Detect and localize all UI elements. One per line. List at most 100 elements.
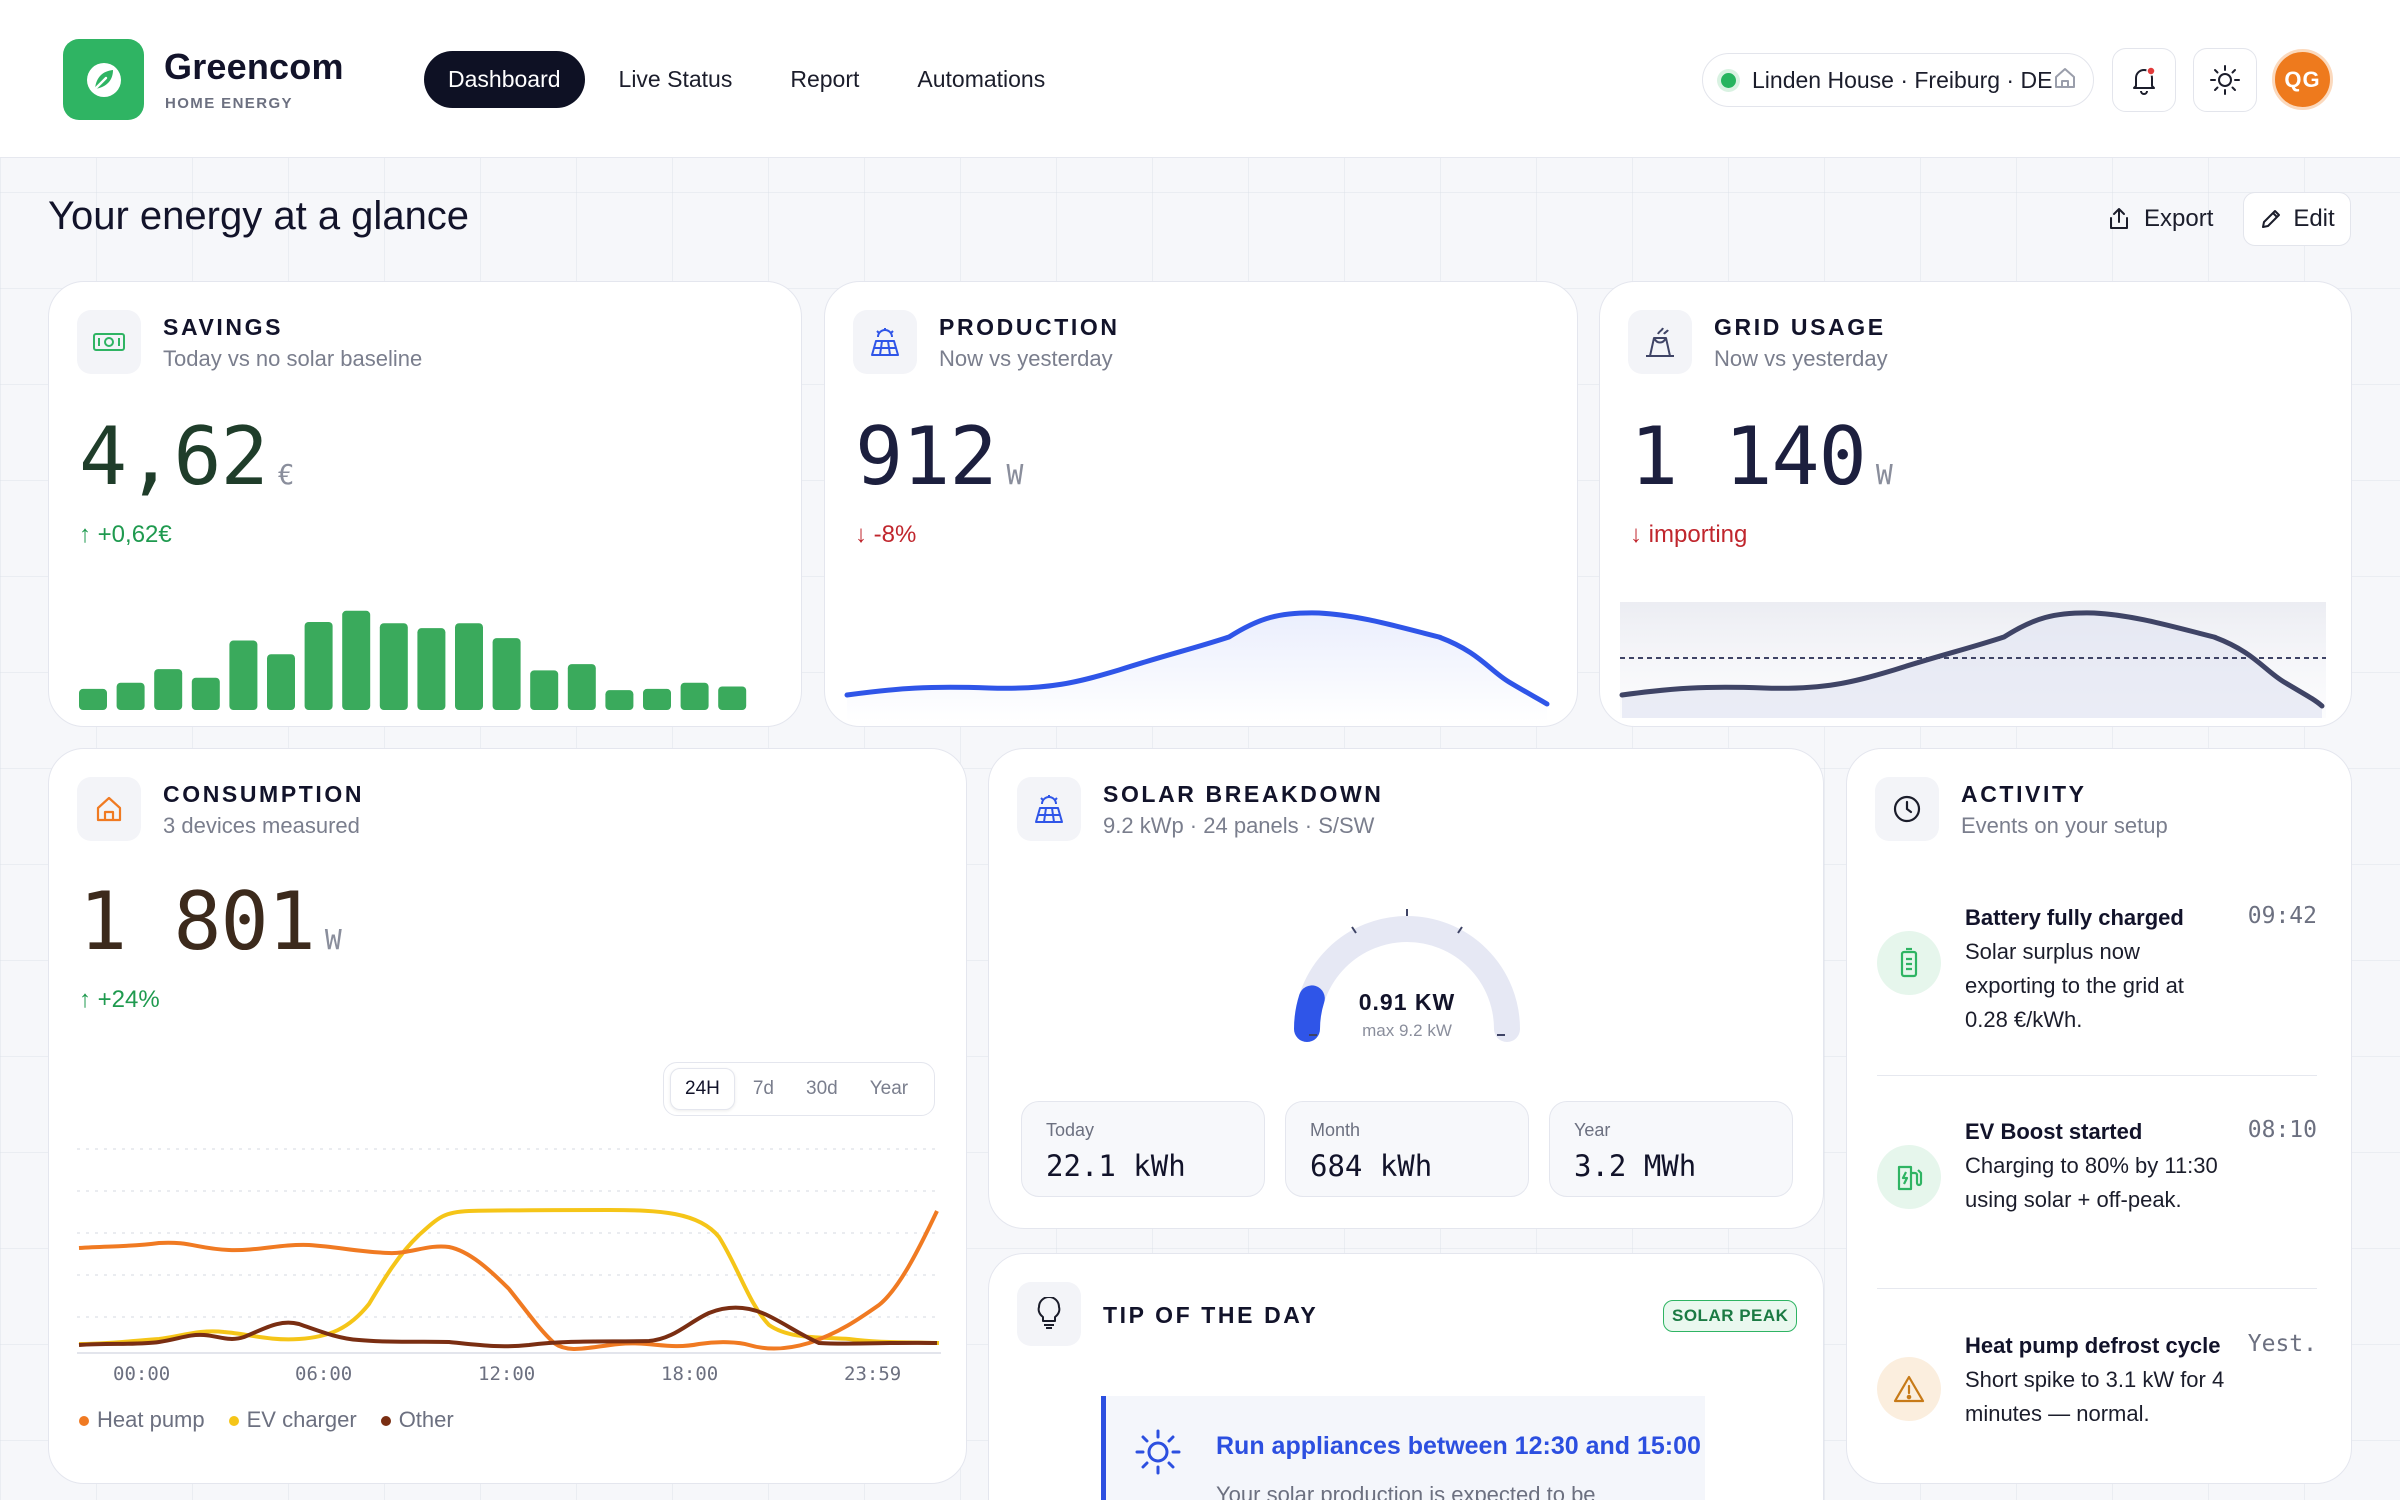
bell-icon bbox=[2133, 66, 2156, 95]
savings-bar bbox=[79, 688, 107, 710]
solar-peak-badge: SOLAR PEAK bbox=[1663, 1300, 1798, 1332]
tip-card: TIP OF THE DAY SOLAR PEAK Run appliances… bbox=[988, 1253, 1824, 1500]
tip-title: TIP OF THE DAY bbox=[1103, 1302, 1319, 1328]
range-7d[interactable]: 7d bbox=[752, 1078, 774, 1099]
savings-bar bbox=[643, 688, 671, 710]
location-selector[interactable]: Linden House · Freiburg · DE bbox=[1702, 53, 2094, 107]
theme-toggle-button[interactable] bbox=[2193, 48, 2257, 112]
online-status-dot bbox=[1721, 72, 1736, 88]
consumption-value: 1 801 W bbox=[79, 875, 342, 968]
savings-bar bbox=[680, 682, 709, 710]
export-button[interactable]: Export bbox=[2090, 192, 2229, 246]
range-30d[interactable]: 30d bbox=[806, 1078, 838, 1099]
leaf-logo-icon[interactable] bbox=[63, 39, 144, 120]
savings-title: SAVINGS bbox=[163, 314, 284, 340]
solar-breakdown-card: SOLAR BREAKDOWN 9.2 kWp · 24 panels · S/… bbox=[988, 748, 1824, 1229]
tab-live-status[interactable]: Live Status bbox=[618, 66, 733, 92]
consumption-title: CONSUMPTION bbox=[163, 781, 365, 807]
activity-item[interactable]: Battery fully charged 09:42 Solar surplu… bbox=[1877, 903, 2317, 1045]
stat-today: Today 22.1 kWh bbox=[1021, 1101, 1265, 1197]
production-title: PRODUCTION bbox=[939, 314, 1120, 340]
export-label: Export bbox=[2144, 205, 2214, 232]
savings-subtitle: Today vs no solar baseline bbox=[163, 346, 423, 371]
savings-bar bbox=[605, 690, 634, 710]
divider bbox=[1877, 1075, 2317, 1076]
warning-icon bbox=[1877, 1357, 1941, 1421]
power-plant-icon bbox=[1628, 310, 1692, 374]
grid-title: GRID USAGE bbox=[1714, 314, 1886, 340]
clock-icon bbox=[1875, 777, 1939, 841]
house-icon bbox=[2052, 65, 2078, 96]
x-tick-2: 12:00 bbox=[478, 1363, 536, 1385]
savings-bar bbox=[455, 623, 483, 710]
tip-body: Your solar production is expected to be bbox=[1216, 1482, 1596, 1500]
tip-callout: Run appliances between 12:30 and 15:00 Y… bbox=[1101, 1396, 1705, 1500]
savings-bar bbox=[267, 654, 295, 710]
range-year[interactable]: Year bbox=[869, 1078, 909, 1099]
notifications-button[interactable] bbox=[2112, 48, 2176, 112]
savings-bar bbox=[304, 621, 333, 710]
activity-item[interactable]: EV Boost started 08:10 Charging to 80% b… bbox=[1877, 1117, 2317, 1259]
consumption-line-chart bbox=[77, 1148, 941, 1354]
consumption-unit: W bbox=[324, 923, 342, 956]
home-icon bbox=[77, 777, 141, 841]
production-delta: ↓ -8% bbox=[855, 521, 917, 548]
solar-gauge bbox=[1294, 909, 1520, 1042]
production-subtitle: Now vs yesterday bbox=[939, 346, 1113, 371]
legend-heat-pump[interactable]: Heat pump bbox=[79, 1407, 205, 1433]
sun-icon bbox=[1135, 1429, 1181, 1475]
savings-bar bbox=[379, 623, 408, 710]
tab-report[interactable]: Report bbox=[790, 66, 860, 92]
stat-month: Month 684 kWh bbox=[1285, 1101, 1529, 1197]
legend-other[interactable]: Other bbox=[380, 1407, 454, 1433]
production-card: PRODUCTION Now vs yesterday 912 W ↓ -8% bbox=[824, 281, 1578, 727]
savings-bar bbox=[342, 610, 371, 710]
ev-charger-icon bbox=[1877, 1145, 1941, 1209]
edit-button[interactable]: Edit bbox=[2243, 192, 2351, 246]
x-tick-1: 06:00 bbox=[295, 1363, 353, 1385]
tab-automations[interactable]: Automations bbox=[917, 66, 1046, 92]
savings-bar bbox=[530, 670, 559, 710]
range-selector: 24H 7d 30d Year bbox=[663, 1062, 935, 1116]
money-icon bbox=[77, 310, 141, 374]
activity-card: ACTIVITY Events on your setup Battery fu… bbox=[1846, 748, 2352, 1484]
grid-subtitle: Now vs yesterday bbox=[1714, 346, 1888, 371]
location-label: Linden House · Freiburg · DE bbox=[1752, 66, 2053, 93]
pencil-icon bbox=[2262, 210, 2281, 228]
consumption-card: CONSUMPTION 3 devices measured 1 801 W ↑ … bbox=[48, 748, 967, 1484]
legend-ev-charger[interactable]: EV charger bbox=[228, 1407, 357, 1433]
battery-icon bbox=[1877, 931, 1941, 995]
main-nav: Dashboard Live Status Report Automations bbox=[424, 51, 1069, 108]
divider bbox=[1877, 1288, 2317, 1289]
savings-bar bbox=[191, 677, 220, 710]
lightbulb-icon bbox=[1017, 1282, 1081, 1346]
solar-panel-icon bbox=[1017, 777, 1081, 841]
edit-label: Edit bbox=[2293, 205, 2335, 232]
stat-year: Year 3.2 MWh bbox=[1549, 1101, 1793, 1197]
top-bar: Greencom HOME ENERGY Dashboard Live Stat… bbox=[0, 0, 2400, 158]
savings-bar bbox=[154, 669, 183, 710]
grid-delta: ↓ importing bbox=[1630, 521, 1748, 548]
range-24h[interactable]: 24H bbox=[670, 1068, 735, 1110]
heat-pump-series bbox=[78, 1210, 939, 1351]
consumption-delta: ↑ +24% bbox=[79, 986, 160, 1013]
consumption-legend: Heat pump EV charger Other bbox=[79, 1407, 454, 1433]
grid-value: 1 140 W bbox=[1630, 410, 1893, 503]
savings-bar-chart bbox=[79, 610, 747, 710]
savings-bar bbox=[116, 682, 145, 710]
activity-item[interactable]: Heat pump defrost cycle Yest. Short spik… bbox=[1877, 1331, 2317, 1453]
upload-icon bbox=[2110, 208, 2128, 229]
brand-name: Greencom bbox=[164, 46, 344, 87]
savings-bar bbox=[567, 664, 596, 710]
grid-usage-card: GRID USAGE Now vs yesterday 1 140 W ↓ imp… bbox=[1599, 281, 2352, 727]
savings-bar bbox=[492, 638, 521, 710]
savings-value: 4,62 € bbox=[79, 410, 295, 503]
other-series bbox=[78, 1305, 938, 1349]
tip-headline: Run appliances between 12:30 and 15:00 bbox=[1216, 1432, 1701, 1460]
sun-icon bbox=[2210, 65, 2240, 95]
tab-dashboard[interactable]: Dashboard bbox=[424, 51, 585, 108]
savings-delta: ↑ +0,62€ bbox=[79, 521, 172, 548]
user-avatar[interactable]: QG bbox=[2272, 49, 2333, 110]
x-tick-3: 18:00 bbox=[661, 1363, 719, 1385]
page-title: Your energy at a glance bbox=[48, 194, 470, 238]
